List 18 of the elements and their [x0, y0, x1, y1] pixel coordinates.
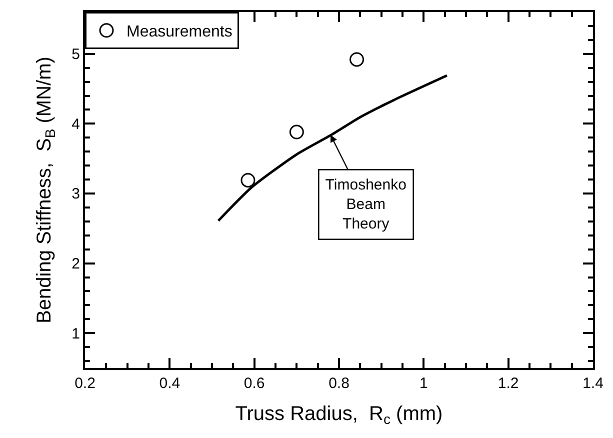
x-tick-label: 0.8: [328, 375, 350, 392]
x-tick-label: 1: [420, 375, 428, 392]
x-axis-title: Truss Radius, R$_{c}$ (mm): [235, 403, 443, 428]
x-tick-label: 0.2: [74, 375, 96, 392]
y-tick-label: 1: [72, 325, 80, 342]
point: [350, 52, 364, 67]
x-tick-label: 0.4: [159, 375, 180, 392]
y-tick-label: 2: [72, 256, 80, 273]
x-tick-label: 0.6: [244, 375, 265, 392]
y-tick-label: 4: [72, 116, 80, 133]
point: [289, 124, 304, 140]
point: [240, 172, 256, 188]
y-tick-label: 5: [72, 46, 80, 64]
legend-label: Measurements: [126, 24, 232, 41]
x-tick-label: 1.4: [582, 375, 604, 392]
y-tick-label: 3: [72, 186, 80, 203]
annotation: Timoshenko Beam Theory: [325, 176, 406, 232]
x-tick-label: 1.2: [498, 375, 519, 392]
